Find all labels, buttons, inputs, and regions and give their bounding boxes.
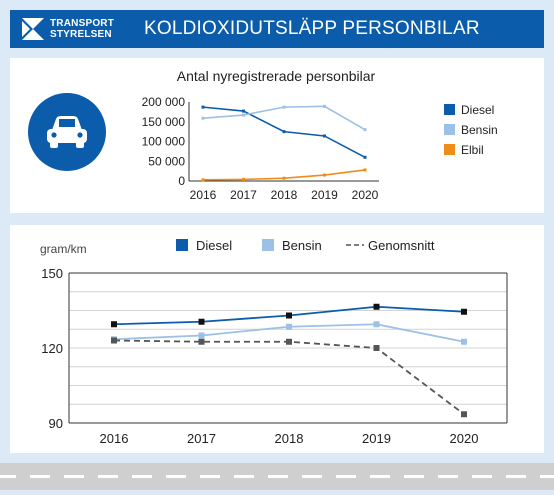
x-tick-label: 2020: [352, 188, 379, 202]
legend-swatch: [444, 144, 455, 155]
emissions-panel: gram/km 90 120 150 2016 2017 2018 2019 2020 Diese…: [10, 225, 544, 453]
data-point: [373, 321, 380, 328]
data-point: [111, 321, 117, 328]
logo-text: TRANSPORT STYRELSEN: [50, 18, 114, 40]
x-tick-label: 2018: [271, 188, 298, 202]
page-title: KOLDIOXIDUTSLÄPP PERSONBILAR: [144, 18, 480, 39]
y-tick-label: 90: [49, 416, 63, 431]
data-point: [201, 116, 205, 120]
data-point: [198, 318, 205, 325]
chart-title: Antal nyregistrerade personbilar: [177, 68, 376, 84]
data-point: [282, 176, 286, 180]
legend-label: Bensin: [461, 123, 498, 137]
y-tick-label: 100 000: [142, 135, 186, 149]
x-tick-label: 2017: [187, 431, 216, 446]
data-point: [363, 155, 367, 159]
logo-line-2: STYRELSEN: [50, 29, 112, 40]
data-point: [286, 312, 292, 319]
car-icon-badge: [28, 93, 106, 171]
registrations-panel: Antal nyregistrerade personbilar 0 50 000 1…: [10, 58, 544, 213]
data-point: [282, 130, 286, 134]
y-tick-label: 200 000: [142, 95, 186, 109]
y-tick-label: 120: [41, 341, 63, 356]
x-tick-label: 2017: [230, 188, 257, 202]
logo-line-1: TRANSPORT: [50, 18, 115, 29]
legend-label: Bensin: [282, 238, 322, 253]
data-point: [111, 337, 117, 344]
y-tick-label: 150 000: [142, 115, 186, 129]
data-point: [282, 105, 286, 109]
legend-label: Diesel: [196, 238, 232, 253]
data-point: [323, 104, 326, 108]
data-point: [363, 128, 367, 132]
legend-swatch: [176, 239, 188, 251]
data-point: [201, 178, 205, 182]
series-line-genomsnitt: [113, 339, 465, 415]
data-point: [373, 345, 380, 351]
x-tick-label: 2018: [275, 431, 304, 446]
road-markings: [0, 475, 554, 478]
registrations-chart: Antal nyregistrerade personbilar 0 50 000 1…: [142, 68, 498, 202]
data-point: [323, 173, 326, 177]
x-tick-label: 2020: [450, 431, 479, 446]
data-point: [363, 168, 367, 172]
legend-label: Diesel: [461, 103, 494, 117]
y-axis-unit-label: gram/km: [40, 242, 87, 256]
x-tick-label: 2019: [362, 431, 391, 446]
y-tick-label: 150: [41, 266, 63, 281]
x-tick-label: 2016: [100, 431, 129, 446]
data-point: [198, 332, 205, 339]
legend-swatch: [444, 124, 455, 135]
data-point: [198, 338, 205, 345]
emissions-chart: gram/km 90 120 150 2016 2017 2018 2019 2020 Diese…: [40, 238, 508, 446]
legend-swatch: [444, 104, 455, 115]
data-point: [242, 113, 245, 117]
data-point: [461, 411, 467, 418]
car-icon: [47, 116, 87, 148]
transportstyrelsen-logo-icon: [22, 18, 44, 40]
legend-label: Genomsnitt: [368, 238, 435, 253]
road-decoration: [0, 463, 554, 490]
data-point: [323, 134, 326, 138]
header-bar: TRANSPORT STYRELSEN KOLDIOXIDUTSLÄPP PER…: [10, 10, 544, 48]
data-point: [242, 109, 245, 113]
data-point: [461, 338, 467, 345]
legend-swatch: [262, 239, 274, 251]
x-tick-label: 2016: [190, 188, 217, 202]
data-point: [286, 323, 292, 330]
data-point: [461, 308, 467, 315]
legend-label: Elbil: [461, 143, 484, 157]
data-point: [201, 105, 205, 109]
x-tick-label: 2019: [311, 188, 338, 202]
data-point: [242, 177, 245, 181]
y-tick-label: 50 000: [148, 154, 185, 168]
data-point: [373, 303, 380, 310]
data-point: [286, 338, 292, 345]
y-tick-label: 0: [178, 174, 185, 188]
